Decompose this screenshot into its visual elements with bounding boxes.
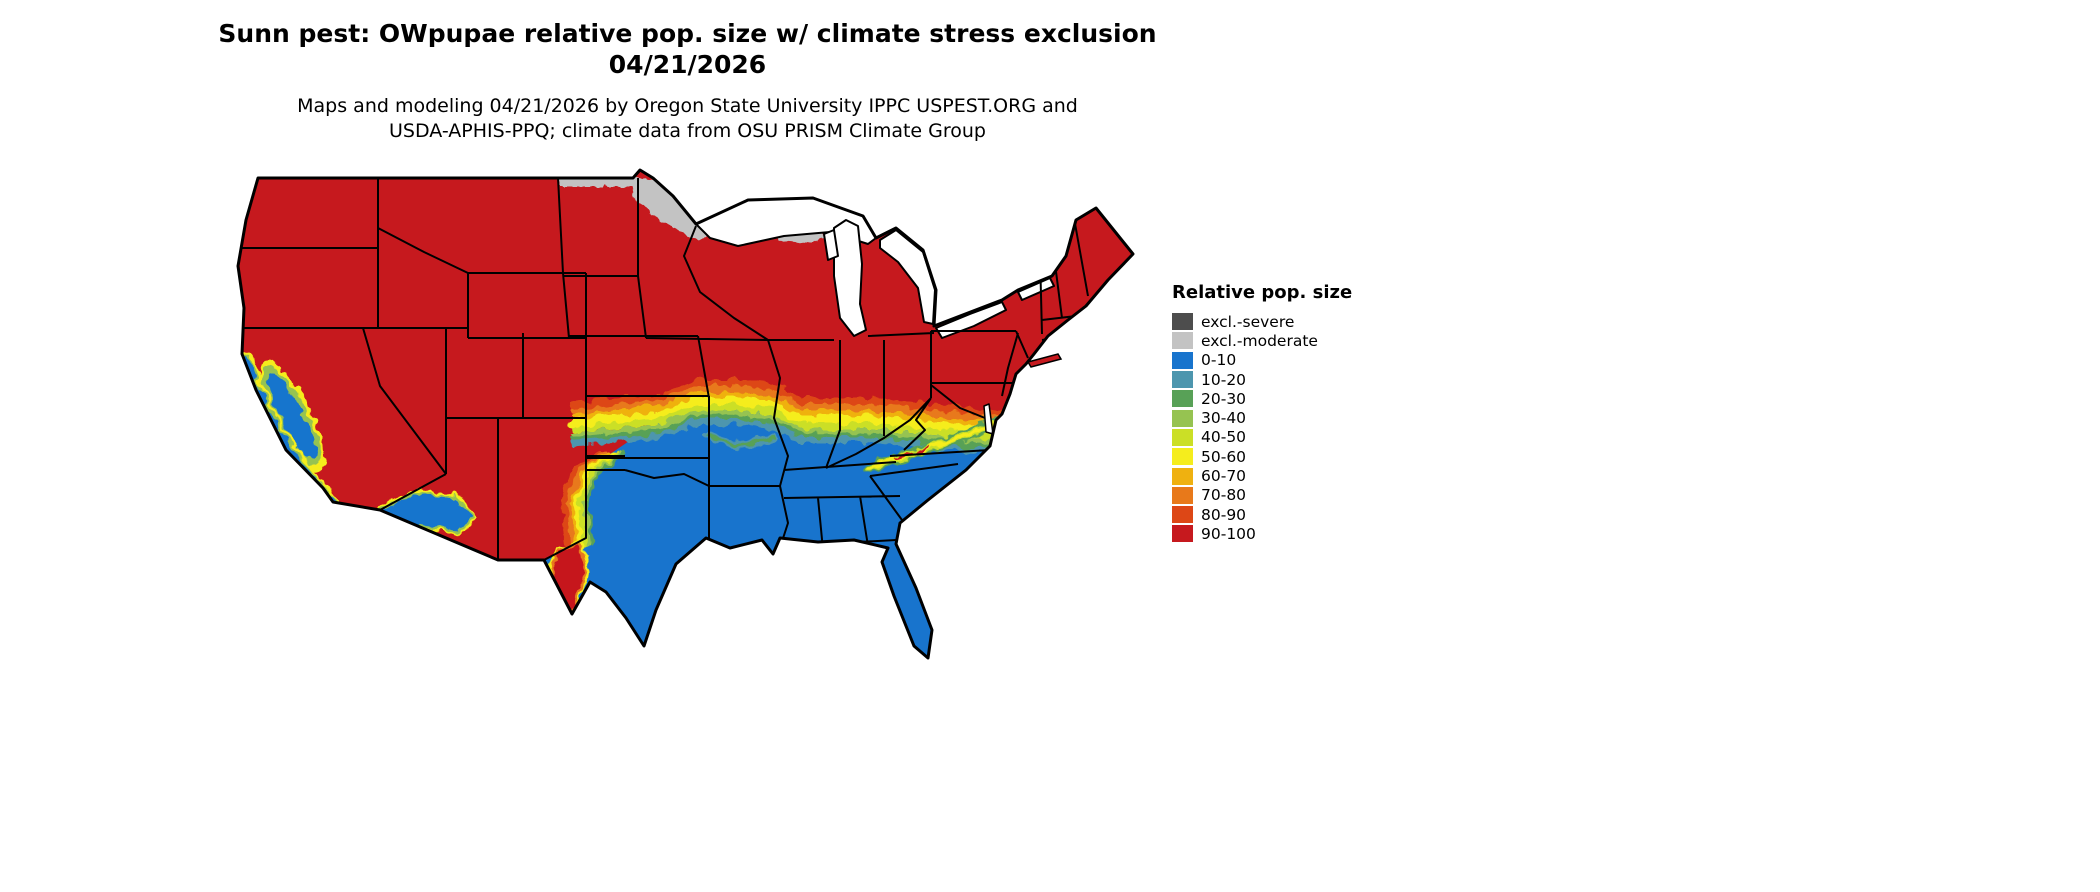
lake-huron [879, 229, 936, 325]
legend-label: excl.-moderate [1201, 331, 1318, 350]
legend-label: 80-90 [1201, 505, 1247, 524]
green-bay [823, 229, 839, 261]
legend-item: 40-50 [1172, 428, 1352, 447]
map-transition-band [244, 353, 1030, 620]
legend-item: 90-100 [1172, 524, 1352, 543]
legend-item: 70-80 [1172, 486, 1352, 505]
legend-label: 30-40 [1201, 409, 1247, 428]
legend-item: 60-70 [1172, 466, 1352, 485]
legend-item: 50-60 [1172, 447, 1352, 466]
legend-label: 70-80 [1201, 486, 1247, 505]
legend-label: excl.-severe [1201, 312, 1295, 331]
map-svg [236, 168, 1135, 660]
figure-caption: Maps and modeling 04/21/2026 by Oregon S… [0, 94, 1375, 144]
legend-label: 40-50 [1201, 428, 1247, 447]
legend-swatch [1172, 409, 1193, 427]
us-choropleth-map [228, 168, 1148, 668]
caption-line-2: USDA-APHIS-PPQ; climate data from OSU PR… [389, 120, 986, 142]
central-valley-low [267, 371, 317, 461]
legend-swatch [1172, 448, 1193, 466]
legend-item: excl.-severe [1172, 312, 1352, 331]
legend-item: 20-30 [1172, 389, 1352, 408]
lake-michigan [833, 219, 867, 337]
legend-item: 30-40 [1172, 408, 1352, 427]
legend-label: 60-70 [1201, 467, 1247, 486]
great-lakes [695, 197, 1055, 435]
state-borders [242, 177, 1089, 561]
legend-swatch [1172, 486, 1193, 504]
legend-label: 50-60 [1201, 447, 1247, 466]
legend-swatch [1172, 313, 1193, 331]
legend-swatch [1172, 351, 1193, 369]
legend-item: 10-20 [1172, 370, 1352, 389]
legend-swatch [1172, 371, 1193, 389]
caption-line-1: Maps and modeling 04/21/2026 by Oregon S… [297, 95, 1078, 117]
legend-swatch [1172, 390, 1193, 408]
legend-swatch [1172, 332, 1193, 350]
figure-title: Sunn pest: OWpupae relative pop. size w/… [0, 18, 1375, 80]
legend-swatch [1172, 428, 1193, 446]
long-island [1026, 353, 1063, 368]
map-legend: Relative pop. size excl.-severe excl.-mo… [1172, 282, 1352, 544]
legend-swatch [1172, 525, 1193, 543]
title-line-1: Sunn pest: OWpupae relative pop. size w/… [218, 19, 1157, 48]
legend-item: 0-10 [1172, 351, 1352, 370]
legend-item: 80-90 [1172, 505, 1352, 524]
legend-swatch [1172, 506, 1193, 524]
legend-label: 90-100 [1201, 524, 1256, 543]
legend-label: 20-30 [1201, 389, 1247, 408]
legend-label: 10-20 [1201, 370, 1247, 389]
legend-item: excl.-moderate [1172, 331, 1352, 350]
legend-swatch [1172, 467, 1193, 485]
title-date: 04/21/2026 [608, 50, 767, 79]
legend-label: 0-10 [1201, 351, 1237, 370]
legend-title: Relative pop. size [1172, 282, 1353, 303]
lake-erie [935, 301, 1007, 339]
